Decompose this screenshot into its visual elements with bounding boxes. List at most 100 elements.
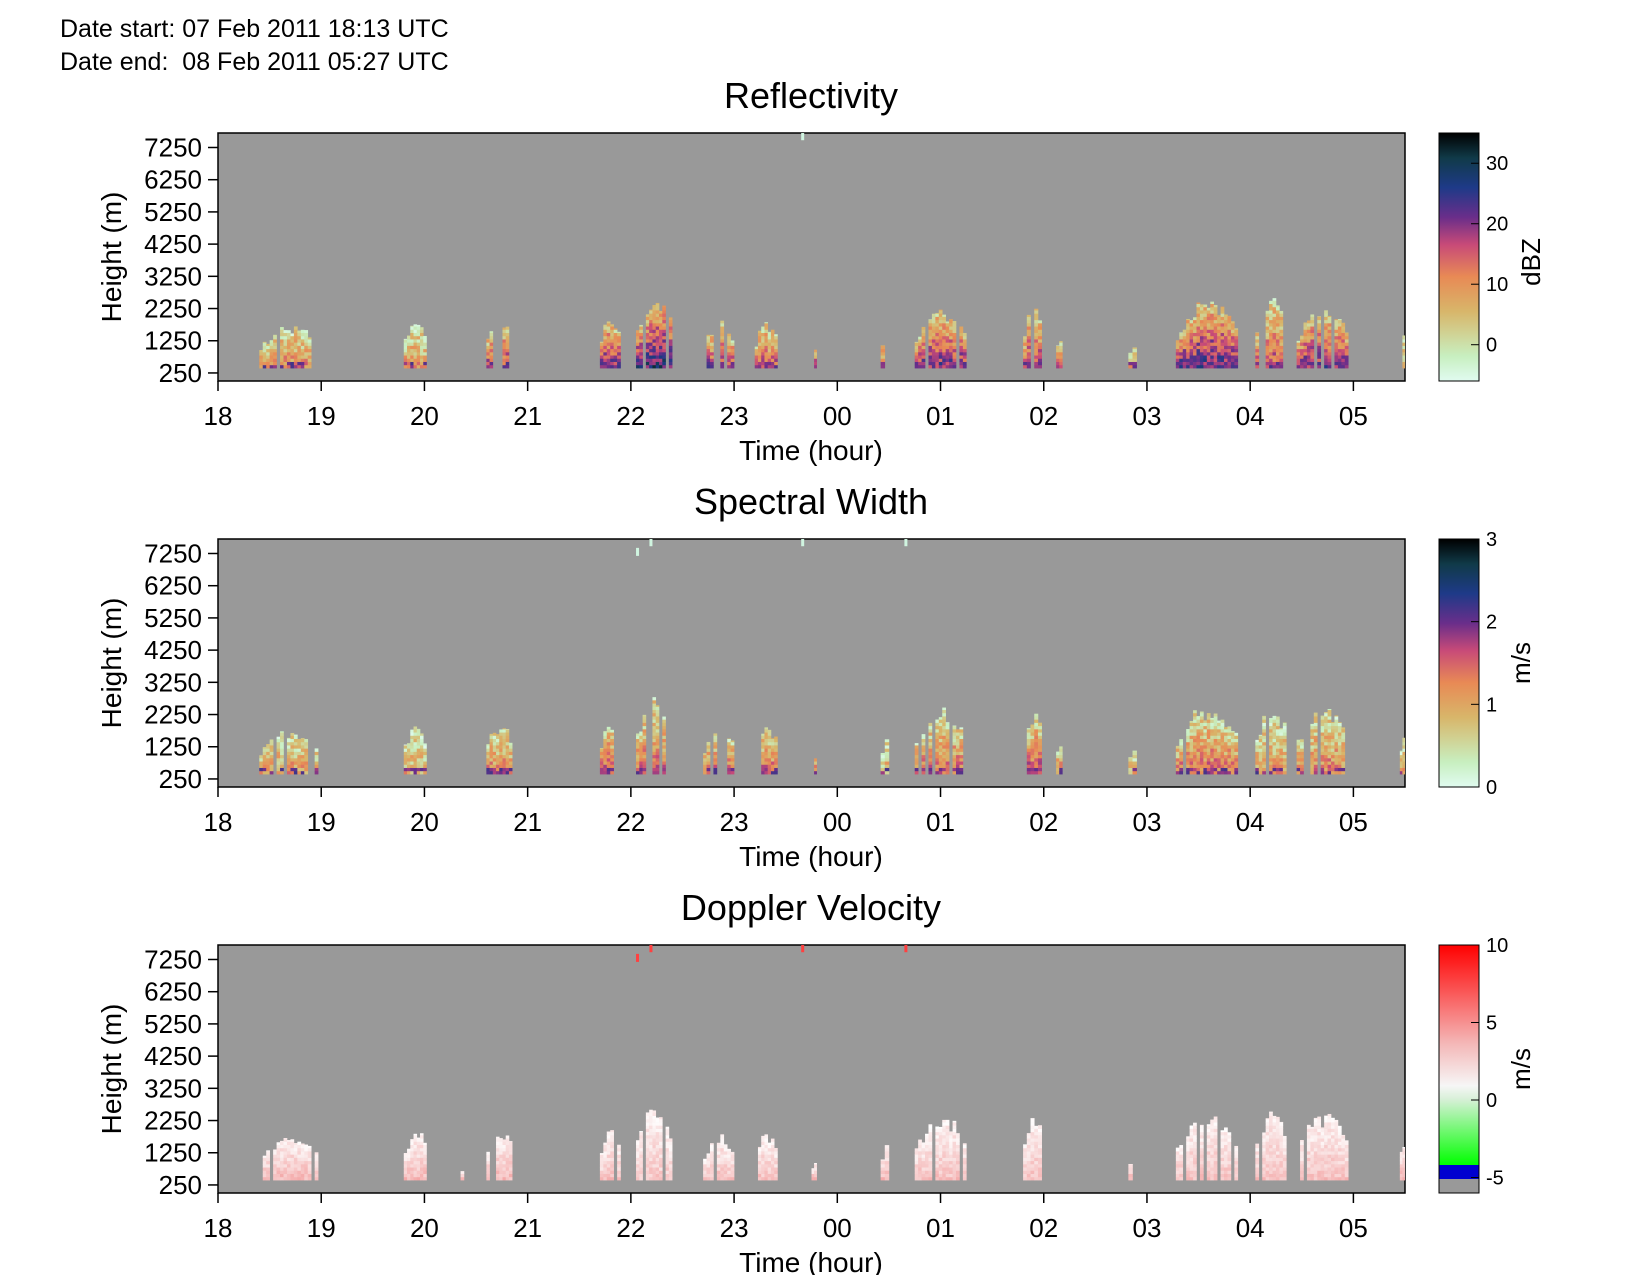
echo-gate <box>935 339 940 343</box>
echo-gate <box>1279 1160 1284 1165</box>
echo-gate <box>1272 716 1277 720</box>
echo-gate <box>610 1160 614 1165</box>
echo-gate <box>1275 1125 1280 1129</box>
echo-gate <box>720 1170 725 1174</box>
echo-gate <box>662 735 666 739</box>
echo-gate <box>508 1157 513 1162</box>
echo-gate <box>1217 348 1221 353</box>
echo-gate <box>613 348 618 353</box>
echo-gate <box>1206 355 1211 359</box>
echo-gate <box>496 1167 500 1171</box>
echo-gate <box>761 754 765 759</box>
echo-gate <box>1213 713 1218 717</box>
echo-gate <box>935 342 940 346</box>
echo-gate <box>1132 358 1137 362</box>
echo-gate <box>1337 1144 1342 1149</box>
echo-gate <box>505 758 510 762</box>
echo-gate <box>938 319 943 324</box>
echo-gate <box>1213 751 1218 756</box>
echo-gate <box>1196 326 1201 330</box>
echo-gate <box>655 712 660 717</box>
echo-gate <box>720 1134 725 1136</box>
echo-gate <box>1344 1170 1349 1174</box>
echo-gate <box>1196 358 1201 362</box>
echo-gate <box>1265 332 1270 337</box>
echo-gate <box>945 1157 950 1162</box>
echo-gate <box>297 761 302 765</box>
echo-gate <box>754 348 759 353</box>
echo-gate <box>770 361 775 366</box>
echo-gate <box>1275 1122 1280 1126</box>
echo-gate <box>938 741 943 746</box>
echo-gate <box>931 358 936 362</box>
echo-gate <box>266 767 270 772</box>
echo-gate <box>304 745 309 749</box>
echo-gate <box>1224 738 1228 743</box>
echo-gate <box>706 1167 711 1171</box>
echo-gate <box>1189 748 1194 752</box>
echo-gate <box>665 1164 670 1168</box>
echo-gate <box>1402 758 1405 762</box>
echo-gate <box>280 361 284 366</box>
echo-gate <box>1334 1119 1339 1123</box>
echo-gate <box>662 729 666 733</box>
echo-gate <box>1227 319 1232 324</box>
echo-gate <box>420 758 424 762</box>
echo-gate <box>1034 1141 1039 1145</box>
echo-gate <box>1324 1141 1328 1145</box>
echo-gate <box>639 745 643 749</box>
echo-gate <box>1402 1173 1405 1178</box>
x-tick-label: 19 <box>307 807 336 837</box>
echo-gate <box>727 751 731 756</box>
echo-gate <box>276 751 281 756</box>
echo-gate <box>1034 323 1039 327</box>
echo-gate <box>1275 332 1280 337</box>
echo-gate <box>1310 1141 1315 1145</box>
echo-gate <box>416 345 421 350</box>
echo-gate <box>774 345 778 350</box>
echo-gate <box>706 1170 711 1174</box>
echo-gate <box>1269 326 1273 330</box>
echo-gate <box>273 342 277 346</box>
echo-gate <box>1303 358 1308 362</box>
echo-gate <box>505 751 510 756</box>
echo-gate <box>1265 1141 1270 1145</box>
echo-gate <box>945 352 950 356</box>
echo-gate <box>297 335 302 340</box>
echo-gate <box>938 1138 943 1142</box>
echo-gate <box>723 1151 728 1155</box>
echo-gate <box>942 345 946 350</box>
echo-gate <box>423 361 427 366</box>
echo-gate <box>1189 1160 1194 1165</box>
echo-gate <box>1341 1170 1346 1174</box>
echo-gate <box>420 329 424 333</box>
echo-gate <box>1320 1128 1325 1133</box>
echo-gate <box>410 326 414 330</box>
echo-gate <box>1265 1167 1270 1171</box>
echo-gate <box>1230 732 1235 736</box>
echo-gate <box>1275 1164 1280 1168</box>
echo-gate <box>1279 355 1284 359</box>
echo-gate <box>606 342 611 346</box>
echo-gate <box>764 322 769 324</box>
echo-gate <box>1272 329 1277 333</box>
echo-gate <box>1334 1167 1339 1171</box>
echo-gate <box>1186 318 1190 321</box>
echo-gate <box>1272 1170 1277 1174</box>
echo-gate <box>283 361 288 366</box>
echo-gate <box>1255 1147 1260 1152</box>
echo-gate <box>403 364 408 369</box>
echo-gate <box>662 348 666 353</box>
echo-gate <box>293 1164 298 1168</box>
echo-gate <box>1037 1131 1042 1136</box>
echo-gate <box>1056 770 1060 775</box>
echo-gate <box>314 758 319 762</box>
echo-gate <box>273 1167 277 1171</box>
echo-gate <box>723 1160 728 1165</box>
echo-gate <box>659 352 663 356</box>
echo-gate <box>636 764 640 768</box>
x-tick-label: 04 <box>1236 1213 1265 1243</box>
echo-gate <box>921 364 926 369</box>
echo-gate <box>286 767 291 772</box>
echo-gate <box>606 738 611 743</box>
